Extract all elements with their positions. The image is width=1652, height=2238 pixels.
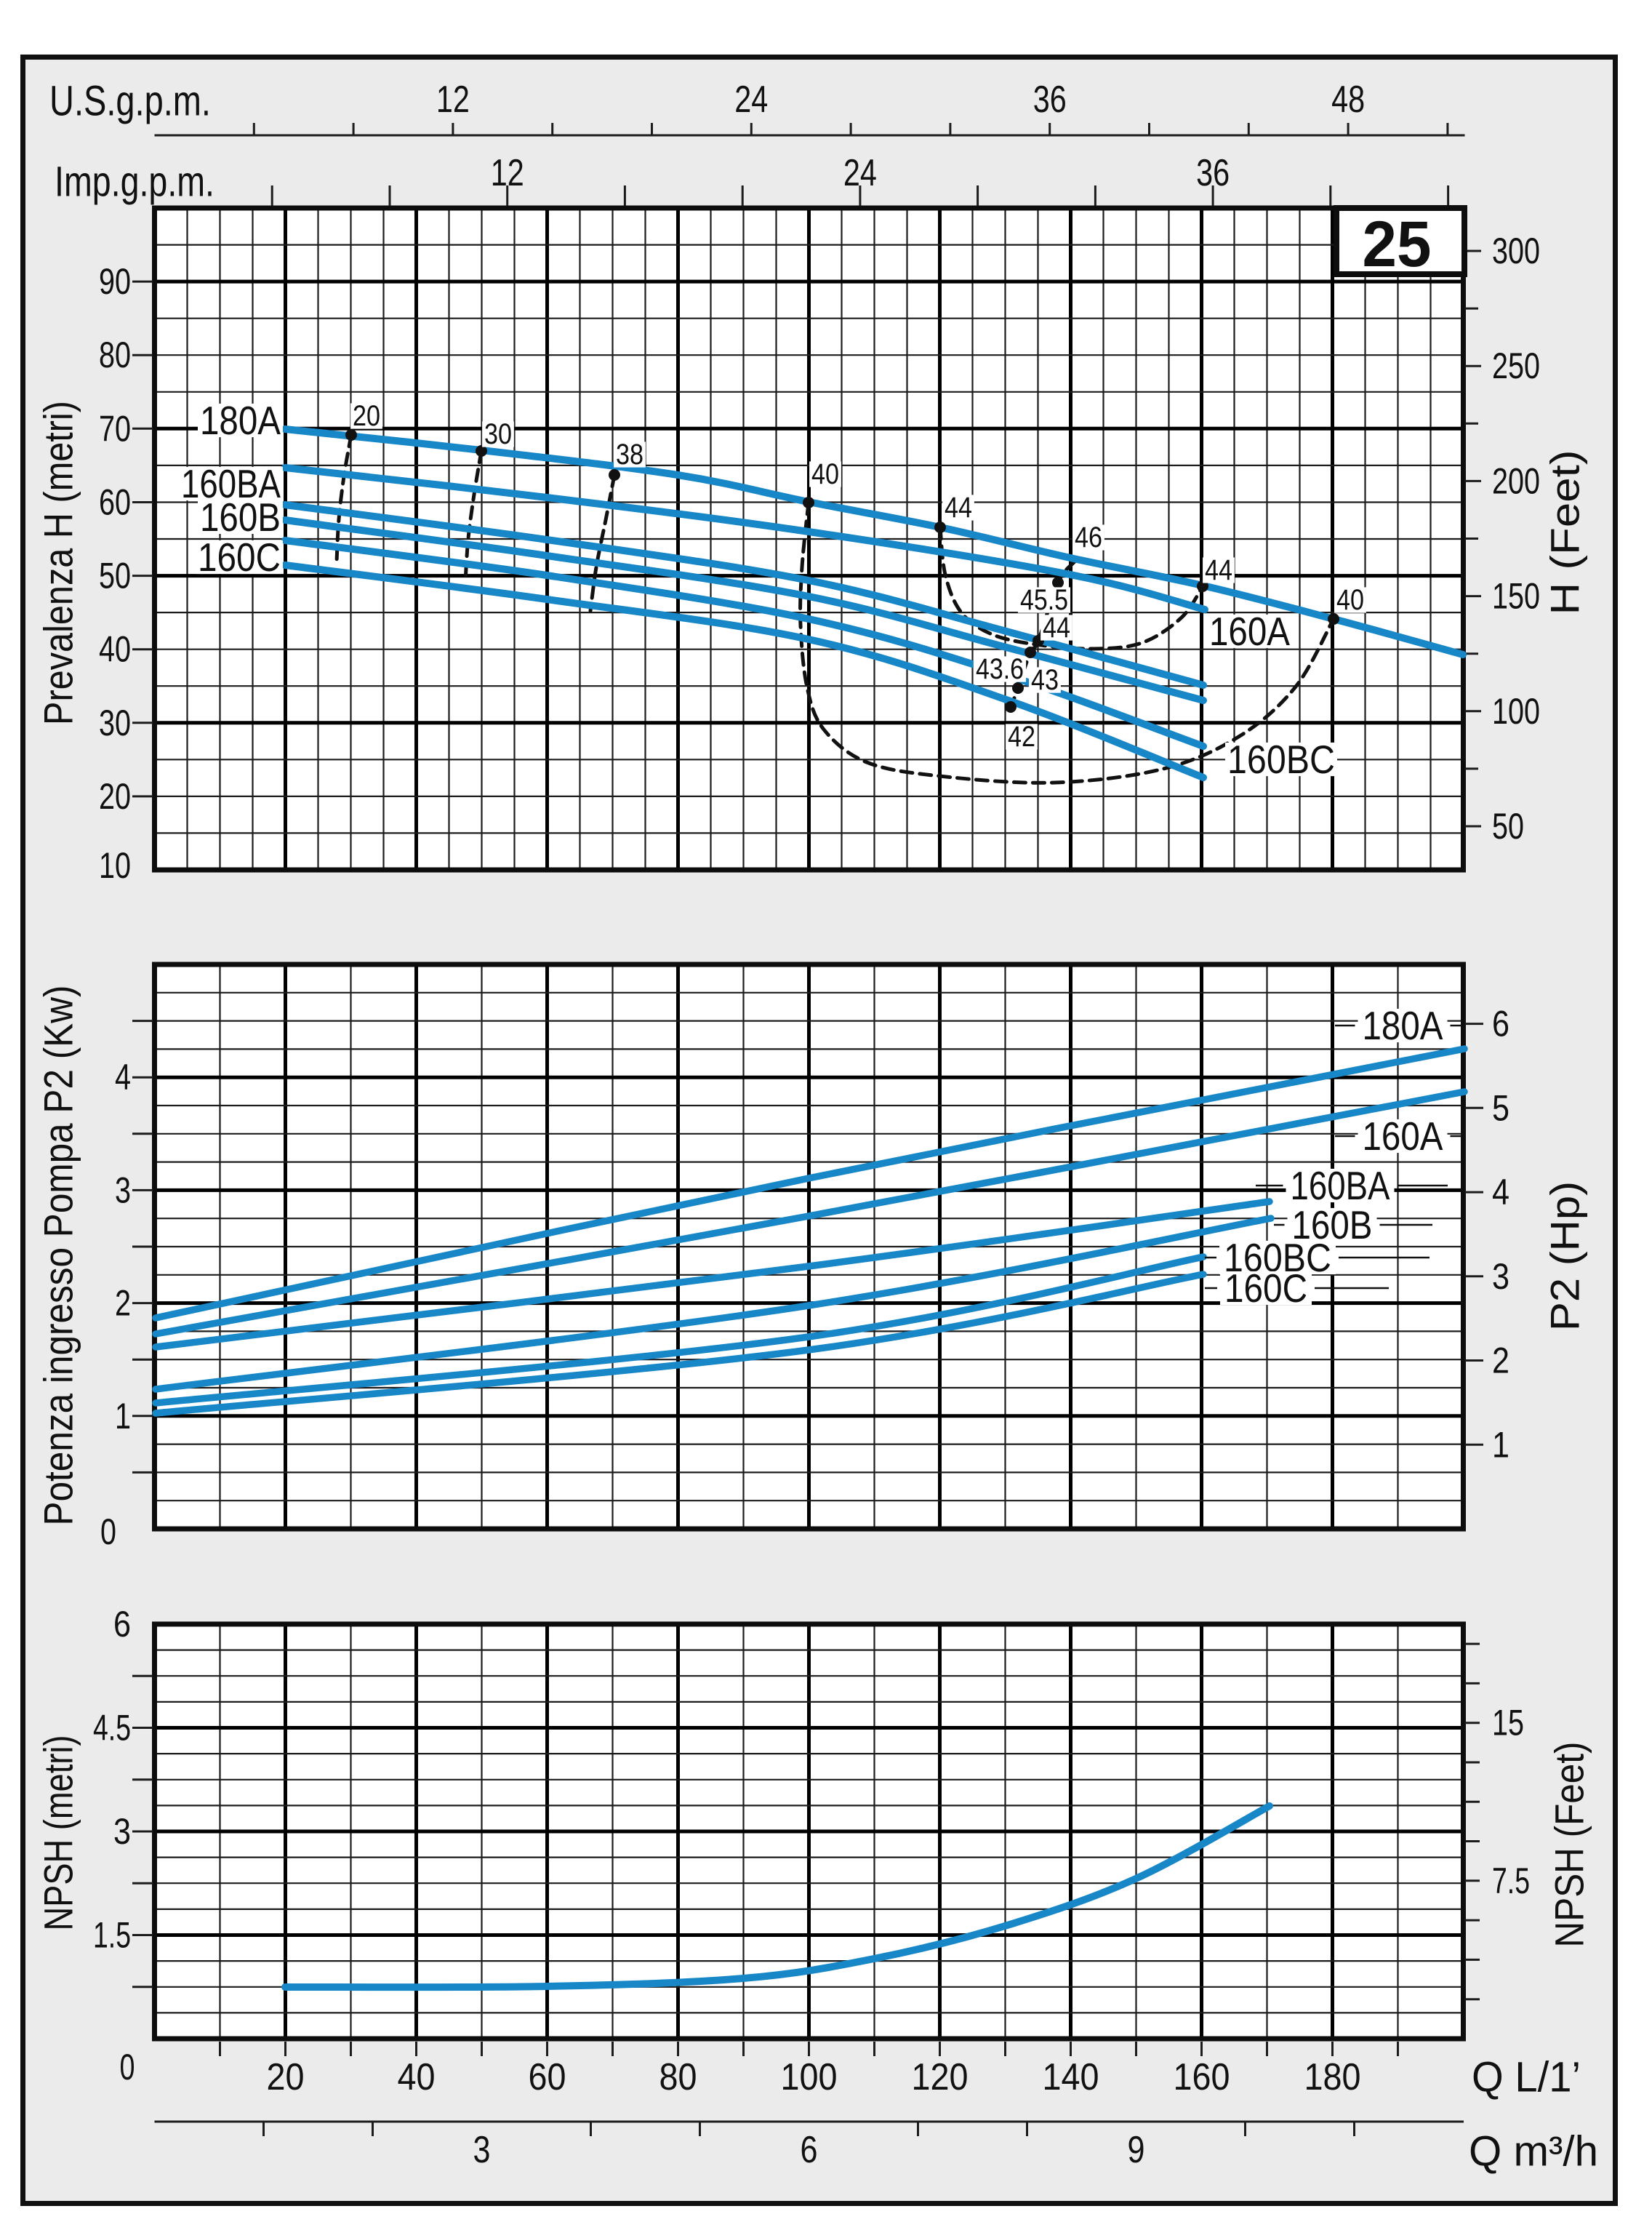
svg-text:40: 40 — [398, 2056, 436, 2098]
svg-text:3: 3 — [1492, 1256, 1509, 1297]
svg-text:7.5: 7.5 — [1492, 1861, 1530, 1901]
svg-text:3: 3 — [473, 2129, 491, 2171]
svg-text:6: 6 — [1492, 1004, 1509, 1044]
svg-text:NPSH (Feet): NPSH (Feet) — [1547, 1742, 1592, 1948]
svg-text:300: 300 — [1492, 231, 1540, 271]
svg-text:4: 4 — [115, 1057, 131, 1098]
svg-text:H (Feet): H (Feet) — [1542, 450, 1588, 615]
svg-text:160BA: 160BA — [181, 461, 281, 506]
svg-text:NPSH (metri): NPSH (metri) — [36, 1735, 81, 1931]
svg-text:50: 50 — [99, 556, 131, 596]
svg-text:160A: 160A — [1363, 1114, 1443, 1159]
svg-text:1: 1 — [115, 1396, 131, 1436]
svg-text:70: 70 — [99, 408, 131, 449]
svg-text:180A: 180A — [1363, 1003, 1443, 1048]
svg-text:160C: 160C — [198, 535, 281, 580]
svg-text:Imp.g.p.m.: Imp.g.p.m. — [55, 159, 214, 206]
svg-text:12: 12 — [436, 79, 470, 121]
svg-text:80: 80 — [99, 335, 131, 375]
svg-text:44: 44 — [1043, 612, 1070, 644]
svg-text:Q L/1’: Q L/1’ — [1472, 2054, 1581, 2101]
svg-text:2: 2 — [1492, 1340, 1509, 1381]
svg-text:6: 6 — [113, 1604, 131, 1644]
svg-text:3: 3 — [115, 1170, 131, 1210]
svg-text:3: 3 — [113, 1811, 131, 1852]
svg-text:36: 36 — [1033, 79, 1067, 121]
svg-text:40: 40 — [1336, 584, 1364, 616]
svg-text:Potenza ingresso Pompa P2 (Kw): Potenza ingresso Pompa P2 (Kw) — [36, 986, 81, 1526]
svg-text:20: 20 — [353, 400, 380, 432]
svg-text:4.5: 4.5 — [93, 1708, 131, 1749]
svg-text:46: 46 — [1075, 521, 1102, 553]
svg-text:48: 48 — [1331, 79, 1365, 121]
svg-text:36: 36 — [1196, 152, 1230, 194]
svg-text:160C: 160C — [1224, 1266, 1307, 1311]
svg-text:Q m³/h: Q m³/h — [1469, 2128, 1598, 2175]
svg-text:160B: 160B — [1292, 1202, 1373, 1247]
svg-text:250: 250 — [1492, 345, 1540, 386]
svg-text:10: 10 — [99, 845, 131, 886]
svg-text:U.S.g.p.m.: U.S.g.p.m. — [49, 78, 211, 125]
svg-text:90: 90 — [99, 261, 131, 302]
svg-text:Prevalenza H (metri): Prevalenza H (metri) — [36, 401, 81, 725]
svg-text:20: 20 — [99, 776, 131, 817]
svg-text:200: 200 — [1492, 460, 1540, 501]
svg-text:100: 100 — [1492, 691, 1540, 732]
svg-text:25: 25 — [1363, 207, 1432, 280]
svg-text:30: 30 — [99, 703, 131, 743]
svg-text:30: 30 — [484, 418, 512, 450]
svg-text:42: 42 — [1008, 721, 1035, 753]
svg-text:44: 44 — [1205, 554, 1232, 586]
svg-text:20: 20 — [267, 2056, 305, 2098]
svg-text:160BC: 160BC — [1227, 737, 1335, 782]
svg-text:60: 60 — [99, 482, 131, 523]
svg-text:1: 1 — [1492, 1424, 1509, 1465]
svg-text:160: 160 — [1174, 2056, 1230, 2098]
svg-text:45.5: 45.5 — [1020, 584, 1068, 616]
svg-text:15: 15 — [1492, 1703, 1524, 1743]
svg-text:38: 38 — [616, 439, 643, 471]
svg-text:0: 0 — [100, 1511, 116, 1552]
svg-text:50: 50 — [1492, 806, 1524, 847]
svg-text:150: 150 — [1492, 576, 1540, 617]
svg-text:160A: 160A — [1209, 609, 1290, 654]
svg-text:4: 4 — [1492, 1172, 1509, 1212]
svg-text:P2 (Hp): P2 (Hp) — [1542, 1181, 1588, 1331]
svg-text:1.5: 1.5 — [93, 1915, 131, 1956]
svg-text:180A: 180A — [200, 398, 281, 443]
svg-text:160B: 160B — [200, 495, 281, 540]
svg-text:12: 12 — [491, 152, 524, 194]
svg-text:60: 60 — [529, 2056, 566, 2098]
svg-text:160BA: 160BA — [1291, 1163, 1390, 1208]
svg-text:43: 43 — [1031, 664, 1059, 696]
svg-text:5: 5 — [1492, 1087, 1509, 1128]
svg-text:100: 100 — [781, 2056, 838, 2098]
svg-text:6: 6 — [801, 2129, 818, 2171]
svg-text:180: 180 — [1304, 2056, 1361, 2098]
svg-text:9: 9 — [1128, 2129, 1145, 2171]
svg-text:40: 40 — [99, 629, 131, 670]
svg-text:0: 0 — [120, 2047, 135, 2087]
svg-text:2: 2 — [115, 1283, 131, 1324]
svg-text:120: 120 — [912, 2056, 969, 2098]
svg-text:44: 44 — [945, 492, 972, 524]
svg-text:40: 40 — [811, 458, 839, 490]
svg-text:24: 24 — [843, 152, 877, 194]
svg-text:24: 24 — [734, 79, 768, 121]
svg-text:80: 80 — [659, 2056, 697, 2098]
svg-text:43.6: 43.6 — [976, 653, 1024, 685]
svg-text:140: 140 — [1043, 2056, 1099, 2098]
